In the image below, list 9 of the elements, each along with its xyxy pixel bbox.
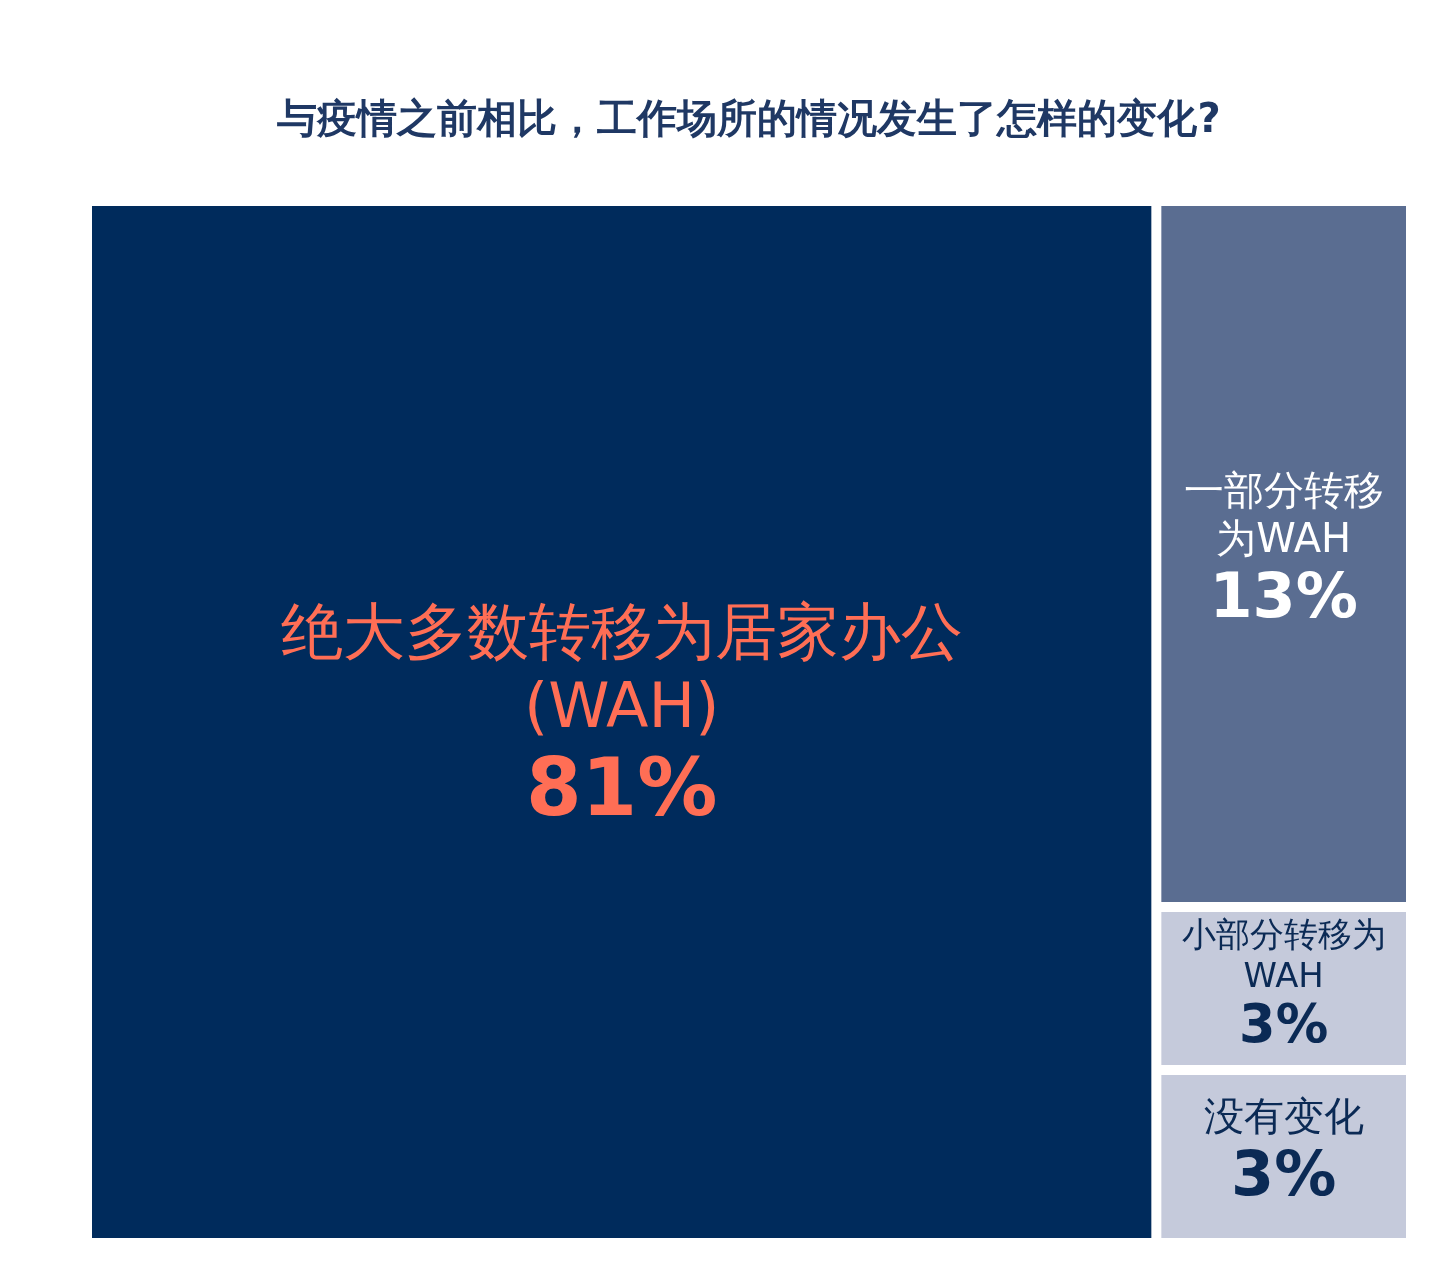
category-label: 小部分转移为WAH [1181,915,1386,995]
data-label: 3% [1231,1137,1337,1211]
text: 与疫情之前相比，工作场所的情况发生了怎样的变化? [277,95,1221,142]
data-label: 13% [1209,558,1358,632]
data-label: 3% [1239,992,1329,1054]
category-label: 没有变化 [1203,1093,1364,1140]
data-label: 81% [525,741,718,835]
category-label: 一部分转移为WAH [1183,466,1384,561]
category-label: 绝大多数转移为居家办公(WAH) [280,594,963,743]
